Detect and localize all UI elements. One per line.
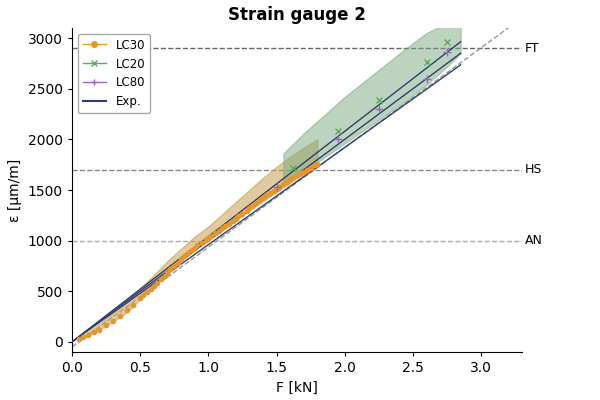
LC30	[167, 267, 174, 272]
LC20	[375, 98, 382, 102]
LC20	[334, 129, 341, 134]
LC80	[423, 76, 430, 81]
Text: FT: FT	[525, 42, 539, 55]
LC20	[443, 40, 451, 44]
LC30	[75, 337, 82, 342]
Title: Strain gauge 2: Strain gauge 2	[228, 6, 366, 24]
X-axis label: F [kN]: F [kN]	[276, 380, 318, 394]
LC80	[273, 184, 280, 189]
Line: LC20: LC20	[289, 39, 451, 171]
Line: LC30: LC30	[77, 162, 320, 341]
LC30	[161, 273, 169, 278]
LC80	[375, 106, 382, 111]
LC30	[208, 234, 215, 238]
LC20	[289, 165, 296, 170]
LC20	[423, 60, 430, 65]
LC30	[248, 203, 256, 208]
LC30	[314, 161, 321, 166]
Text: AN: AN	[525, 234, 542, 247]
Legend: LC30, LC20, LC80, Exp.: LC30, LC20, LC80, Exp.	[78, 34, 150, 113]
LC80	[334, 137, 341, 142]
Text: HS: HS	[525, 163, 542, 176]
LC30	[202, 238, 209, 242]
Line: LC80: LC80	[272, 48, 451, 191]
Y-axis label: ε [μm/m]: ε [μm/m]	[8, 158, 22, 222]
LC80	[443, 50, 451, 55]
LC30	[311, 163, 319, 168]
